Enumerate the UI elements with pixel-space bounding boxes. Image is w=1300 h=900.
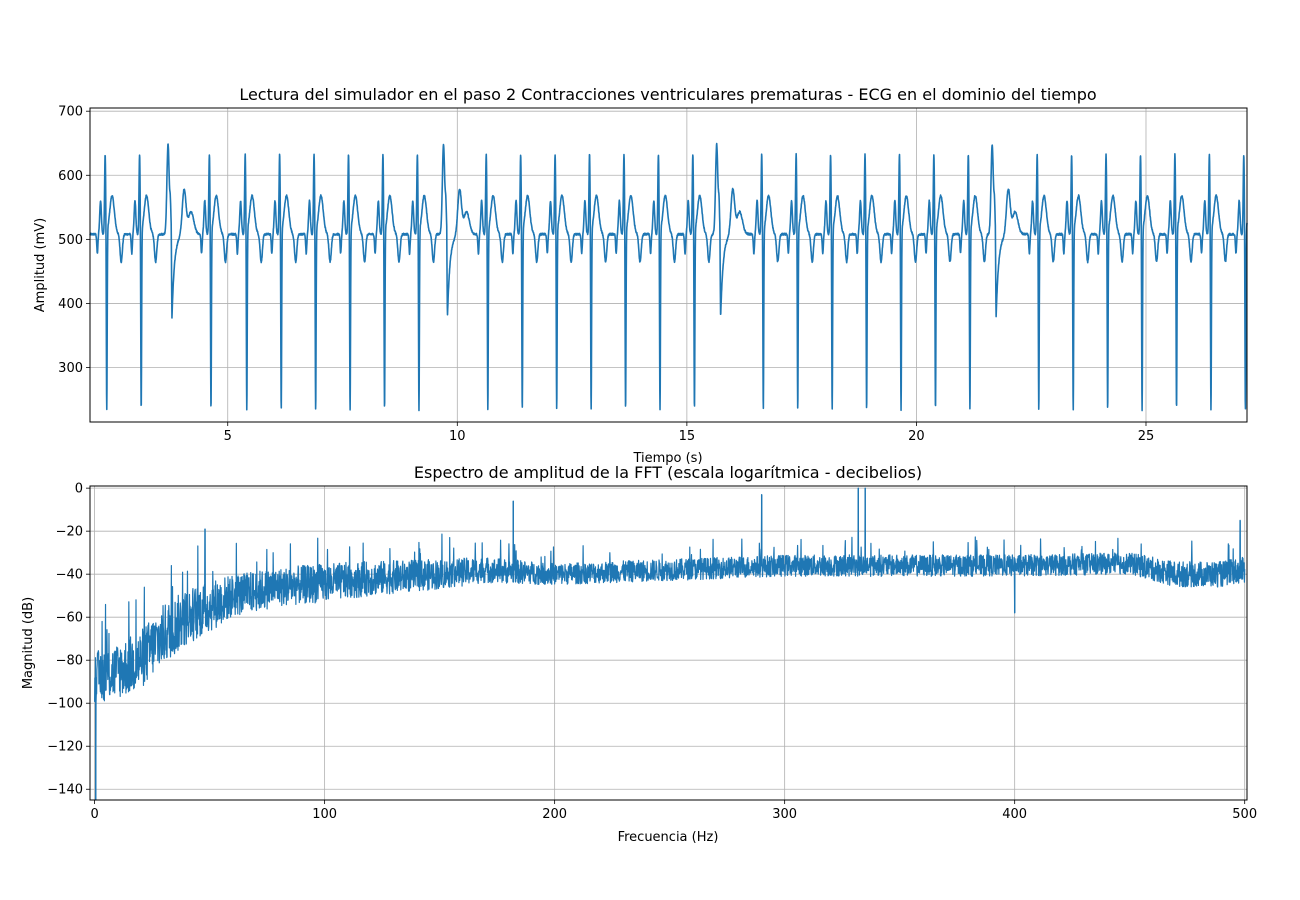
- fft-xtick-label-2: 200: [542, 807, 567, 822]
- fft-xtick-label-0: 0: [90, 807, 98, 822]
- ecg-xtick-label-1: 10: [449, 429, 466, 444]
- fft-ytick-label-6: −20: [56, 525, 83, 540]
- fft-xtick-label-3: 300: [772, 807, 797, 822]
- ecg-ylabel: Amplitud (mV): [33, 218, 48, 312]
- fft-plot-frame: [89, 485, 1248, 801]
- ecg-xtick-label-0: 5: [224, 429, 232, 444]
- fft-ytick-label-2: −100: [47, 697, 83, 712]
- fft-spectrum-line: [94, 487, 1246, 801]
- fft-xlabel: Frecuencia (Hz): [618, 830, 719, 845]
- ecg-time-plot: Lectura del simulador en el paso 2 Contr…: [33, 85, 1248, 466]
- ecg-ticks: 5 10 15 20 25 300 400 500 600 700: [58, 105, 1154, 444]
- ecg-plot-frame: [89, 107, 1248, 423]
- fft-ticks: 0 100 200 300 400 500 −140 −120 −100 −80 −60 −40 −20…: [47, 482, 1257, 822]
- ecg-signal-line: [89, 142, 1248, 412]
- ecg-xtick-label-2: 15: [679, 429, 696, 444]
- ecg-ytick-label-0: 300: [58, 361, 83, 376]
- ecg-plot-title: Lectura del simulador en el paso 2 Contr…: [239, 85, 1096, 104]
- ecg-ytick-label-2: 500: [58, 233, 83, 248]
- fft-plot-title: Espectro de amplitud de la FFT (escala l…: [414, 463, 922, 482]
- ecg-xtick-label-3: 20: [908, 429, 925, 444]
- ecg-ytick-label-3: 600: [58, 169, 83, 184]
- ecg-ytick-label-4: 700: [58, 105, 83, 120]
- fft-spectrum-plot: Espectro de amplitud de la FFT (escala l…: [21, 463, 1257, 845]
- ecg-ytick-label-1: 400: [58, 297, 83, 312]
- fft-ytick-label-1: −120: [47, 740, 83, 755]
- fft-xtick-label-5: 500: [1232, 807, 1257, 822]
- fft-ytick-label-7: 0: [75, 482, 83, 497]
- fft-xtick-label-1: 100: [312, 807, 337, 822]
- fft-grid: [90, 486, 1247, 800]
- fft-xtick-label-4: 400: [1002, 807, 1027, 822]
- ecg-series-path: [89, 142, 1248, 412]
- ecg-xlabel: Tiempo (s): [632, 451, 702, 466]
- fft-ytick-label-5: −40: [56, 568, 83, 583]
- fft-ytick-label-0: −140: [47, 783, 83, 798]
- fft-ytick-label-4: −60: [56, 611, 83, 626]
- fft-ylabel: Magnitud (dB): [21, 597, 36, 689]
- fft-ytick-label-3: −80: [56, 654, 83, 669]
- fft-series-path: [94, 487, 1246, 801]
- ecg-xtick-label-4: 25: [1138, 429, 1155, 444]
